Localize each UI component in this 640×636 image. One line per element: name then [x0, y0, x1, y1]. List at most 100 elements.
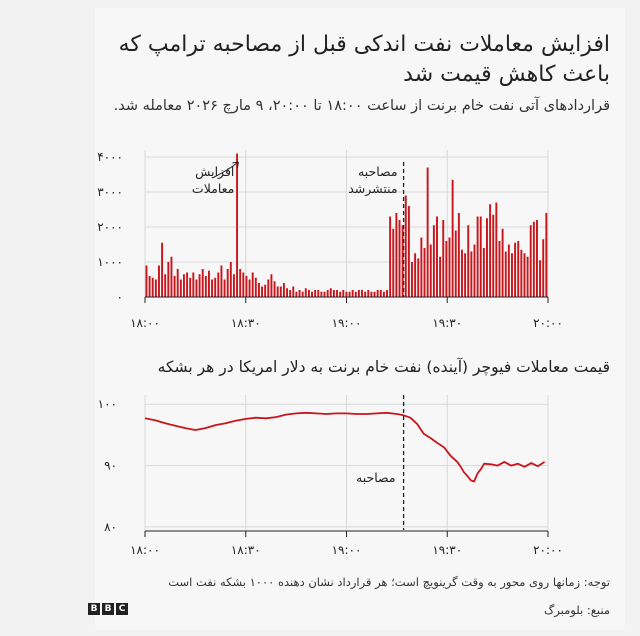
bbc-logo-block: B: [102, 603, 114, 615]
volume-bar: [264, 284, 267, 297]
volume-bar: [436, 216, 438, 297]
volume-bar: [407, 206, 410, 297]
volume-bar: [201, 269, 204, 297]
volume-bar: [189, 277, 192, 297]
volume-bar: [373, 291, 376, 297]
infographic-card: [95, 8, 625, 630]
volume-bar: [479, 216, 482, 297]
volume-bar: [320, 291, 323, 297]
volume-bar: [464, 253, 467, 297]
interview-annotation: منتشرشد: [348, 181, 397, 197]
annotation-arrow: [212, 161, 239, 179]
volume-bar: [354, 291, 357, 297]
volume-bar: [301, 291, 304, 297]
volume-bar: [536, 220, 538, 297]
volume-bar: [154, 279, 157, 297]
volume-bar: [379, 290, 382, 297]
volume-bar: [229, 262, 232, 297]
volume-bar: [145, 265, 148, 297]
volume-bar: [532, 221, 535, 297]
x-tick-label: ۱۹:۰۰: [332, 543, 362, 557]
y-tick-label: ۰: [117, 290, 123, 304]
volume-bar: [426, 167, 429, 297]
volume-bar: [539, 260, 542, 297]
x-tick-label: ۱۸:۳۰: [231, 543, 261, 557]
volume-bar: [164, 274, 167, 297]
volume-bar: [473, 244, 476, 297]
y-tick-label: ۲۰۰۰: [97, 220, 123, 234]
volume-bar: [292, 286, 295, 297]
volume-bar: [279, 286, 282, 297]
volume-bar: [448, 237, 451, 297]
volume-bar: [482, 248, 485, 297]
volume-bar: [386, 290, 388, 297]
volume-bar: [214, 277, 217, 297]
volume-bar: [414, 253, 417, 297]
volume-bar: [445, 241, 448, 297]
volume-bar: [451, 179, 454, 297]
y-tick-label: ۴۰۰۰: [97, 150, 123, 164]
interview-annotation: مصاحبه: [358, 164, 398, 179]
volume-bar: [192, 272, 195, 297]
volume-bar: [314, 290, 317, 297]
price-chart-title: قیمت معاملات فیوچر (آینده) نفت خام برنت …: [157, 358, 610, 376]
x-tick-label: ۲۰:۰۰: [533, 543, 563, 557]
bbc-logo-block: C: [116, 603, 128, 615]
volume-bar: [298, 290, 301, 297]
y-tick-label: ۱۰۰۰: [97, 255, 123, 269]
volume-bar: [245, 276, 248, 297]
volume-bar: [545, 213, 548, 297]
volume-bar: [182, 274, 185, 297]
price-series-line: [144, 411, 546, 483]
volume-bar: [270, 274, 273, 297]
volume-bar: [529, 225, 532, 297]
volume-bar: [232, 274, 235, 297]
x-tick-label: ۱۹:۳۰: [432, 316, 462, 330]
volume-bar: [411, 262, 413, 297]
volume-bar: [236, 153, 239, 297]
volume-bar: [504, 251, 507, 297]
volume-bar: [151, 277, 154, 297]
volume-bar: [282, 283, 285, 297]
volume-bar: [492, 214, 495, 297]
volume-bar: [345, 291, 348, 297]
volume-bar: [251, 272, 254, 297]
volume-bar: [167, 262, 170, 297]
volume-bar: [514, 242, 517, 297]
volume-bar: [357, 290, 360, 297]
volume-bar: [226, 269, 229, 297]
volume-bar: [526, 256, 529, 297]
volume-bar: [170, 256, 173, 297]
volume-bar: [439, 256, 442, 297]
volume-bar: [276, 286, 279, 297]
volume-bar: [239, 269, 242, 297]
volume-bar: [248, 279, 251, 297]
volume-bar: [501, 228, 504, 297]
volume-bar: [486, 218, 488, 297]
volume-bar: [382, 291, 385, 297]
volume-bar: [429, 244, 432, 297]
volume-bar: [495, 202, 498, 297]
bbc-logo: B B C: [88, 603, 128, 615]
volume-bar: [304, 288, 307, 297]
volume-bar: [289, 290, 292, 297]
volume-bar: [176, 269, 179, 297]
volume-bar: [220, 265, 223, 297]
volume-bar: [376, 290, 379, 297]
volume-bar: [398, 220, 401, 297]
volume-bar: [273, 281, 276, 297]
trading-volume-bar-chart: ۰ ۱۰۰۰ ۲۰۰۰ ۳۰۰۰ ۴۰۰۰ ۱۸:۰۰ ۱۸:۳۰ ۱۹:۰۰ ۱۹:۳۰ ۲۰:…: [97, 150, 563, 330]
x-tick-label: ۱۸:۰۰: [130, 316, 160, 330]
source-credit: منبع: بلومبرگ: [544, 603, 610, 617]
volume-bar: [489, 204, 492, 297]
volume-bar: [454, 230, 457, 297]
volume-bar: [254, 277, 257, 297]
x-tick-label: ۲۰:۰۰: [533, 316, 563, 330]
volume-bar: [342, 290, 345, 297]
x-tick-label: ۱۹:۳۰: [432, 543, 462, 557]
volume-bar: [395, 213, 398, 297]
volume-bar: [326, 290, 329, 297]
volume-bar: [432, 225, 435, 297]
y-tick-label: ۸۰: [104, 520, 117, 534]
